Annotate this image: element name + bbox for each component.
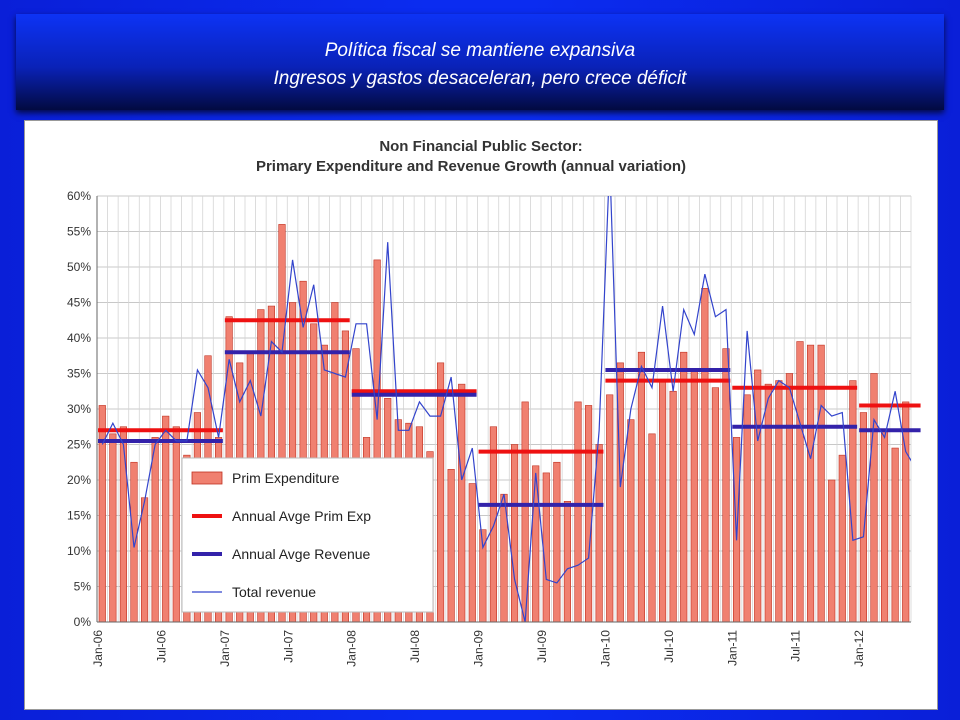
legend-label: Total revenue xyxy=(232,584,316,600)
x-tick-label: Jan-07 xyxy=(218,630,232,667)
bar-prim-expenditure xyxy=(151,437,159,623)
bar-prim-expenditure xyxy=(447,469,455,623)
bar-prim-expenditure xyxy=(785,373,794,623)
y-tick-label: 40% xyxy=(67,331,91,345)
x-tick-label: Jul-10 xyxy=(662,630,676,663)
x-tick-label: Jan-10 xyxy=(598,630,612,667)
x-tick-label: Jul-11 xyxy=(789,630,803,662)
bar-prim-expenditure xyxy=(119,426,128,623)
bar-prim-expenditure xyxy=(849,380,857,623)
bar-prim-expenditure xyxy=(828,479,836,623)
x-tick-label: Jul-08 xyxy=(408,630,422,663)
x-tick-label: Jan-11 xyxy=(725,630,739,666)
bar-prim-expenditure xyxy=(902,401,910,623)
bar-prim-expenditure xyxy=(606,394,614,623)
y-tick-label: 50% xyxy=(67,260,91,274)
bar-prim-expenditure xyxy=(542,472,550,623)
bar-prim-expenditure xyxy=(775,380,783,623)
x-tick-label: Jul-07 xyxy=(281,630,295,663)
y-tick-label: 60% xyxy=(67,189,91,203)
x-tick-label: Jan-09 xyxy=(472,630,486,667)
chart-title-line1: Non Financial Public Sector: xyxy=(379,138,582,155)
bar-prim-expenditure xyxy=(468,483,476,623)
y-tick-label: 5% xyxy=(74,580,92,594)
title-banner: Política fiscal se mantiene expansiva In… xyxy=(16,14,944,110)
bar-prim-expenditure xyxy=(563,500,572,623)
y-tick-label: 30% xyxy=(67,402,91,416)
bar-prim-expenditure xyxy=(796,341,804,623)
bar-prim-expenditure xyxy=(595,444,603,623)
bar-prim-expenditure xyxy=(162,415,170,623)
legend-label: Prim Expenditure xyxy=(232,470,340,486)
legend-label: Annual Avge Prim Exp xyxy=(232,508,371,524)
bar-prim-expenditure xyxy=(532,465,540,623)
x-tick-label: Jan-08 xyxy=(345,630,359,667)
y-tick-label: 10% xyxy=(67,544,91,558)
line-total-revenue xyxy=(101,196,911,622)
bar-prim-expenditure xyxy=(669,390,677,623)
bar-prim-expenditure xyxy=(637,351,646,623)
bar-prim-expenditure xyxy=(140,497,149,623)
x-tick-label: Jul-06 xyxy=(154,630,168,663)
bar-prim-expenditure xyxy=(680,351,688,623)
chart-title-line2: Primary Expenditure and Revenue Growth (… xyxy=(256,158,686,175)
bar-prim-expenditure xyxy=(510,444,519,623)
bar-prim-expenditure xyxy=(754,369,762,623)
bar-prim-expenditure xyxy=(98,405,106,623)
legend-label: Annual Avge Revenue xyxy=(232,546,371,562)
bar-prim-expenditure xyxy=(584,405,593,623)
legend-swatch-prim-expenditure xyxy=(191,471,223,485)
x-tick-label: Jan-12 xyxy=(852,630,866,667)
bar-prim-expenditure xyxy=(658,380,667,623)
axes: 0% 5% 10% 15% 20% 25% 30% 35% 40% 45% 50% 55% 60% Jan… xyxy=(67,189,911,667)
bar-prim-expenditure xyxy=(690,369,698,623)
bar-prim-expenditure xyxy=(764,383,772,623)
y-tick-label: 15% xyxy=(67,509,91,523)
y-tick-label: 20% xyxy=(67,473,91,487)
chart-panel: Non Financial Public Sector: Primary Exp… xyxy=(24,120,938,710)
banner-title-line2: Ingresos y gastos desaceleran, pero crec… xyxy=(273,68,687,89)
y-tick-label: 35% xyxy=(67,367,91,381)
revenue-line xyxy=(101,196,911,622)
bar-prim-expenditure xyxy=(838,454,846,623)
bar-prim-expenditure xyxy=(711,387,720,623)
bar-prim-expenditure xyxy=(743,394,751,623)
y-tick-label: 45% xyxy=(67,296,91,310)
bar-prim-expenditure xyxy=(870,373,878,623)
bar-prim-expenditure xyxy=(648,433,656,623)
x-tick-label: Jan-06 xyxy=(91,630,105,667)
y-tick-label: 0% xyxy=(74,615,92,629)
x-tick-label: Jul-09 xyxy=(535,630,549,663)
legend: Prim Expenditure Annual Avge Prim Exp Annu… xyxy=(181,457,434,613)
bar-prim-expenditure xyxy=(722,348,730,623)
bar-prim-expenditure xyxy=(574,401,582,623)
legend-box xyxy=(181,457,434,613)
y-tick-label: 25% xyxy=(67,438,91,452)
bar-prim-expenditure xyxy=(880,429,889,623)
bar-prim-expenditure xyxy=(458,383,466,623)
fiscal-chart: Non Financial Public Sector: Primary Exp… xyxy=(67,138,921,667)
bar-prim-expenditure xyxy=(172,426,180,623)
bar-prim-expenditure xyxy=(627,419,635,623)
bar-prim-expenditure xyxy=(553,461,561,623)
bar-prim-expenditure xyxy=(436,362,445,623)
banner-title-line1: Política fiscal se mantiene expansiva xyxy=(324,40,636,61)
bar-prim-expenditure xyxy=(109,433,117,623)
bar-prim-expenditure xyxy=(891,447,899,623)
bar-prim-expenditure xyxy=(701,288,709,623)
y-tick-label: 55% xyxy=(67,225,91,239)
